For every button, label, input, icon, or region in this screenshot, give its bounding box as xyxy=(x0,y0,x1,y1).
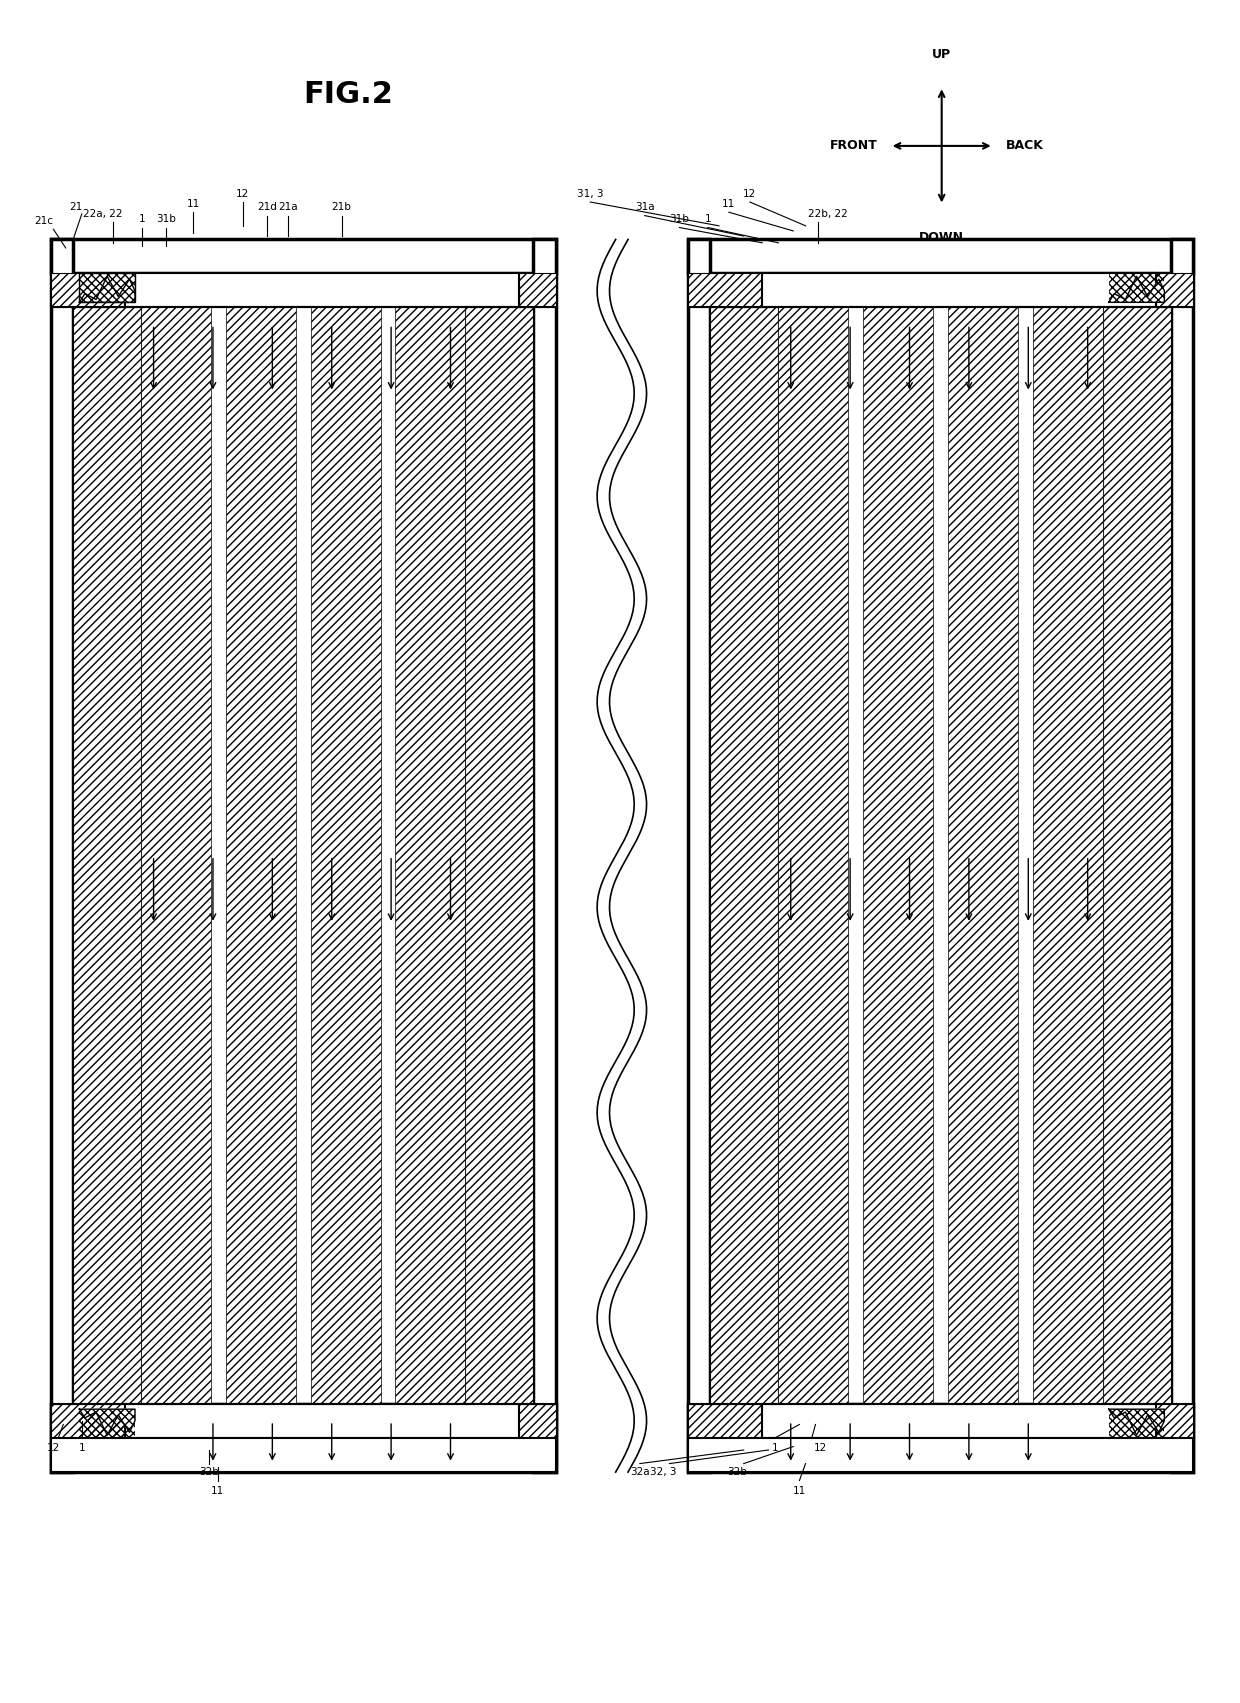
Text: 22a, 22: 22a, 22 xyxy=(83,209,123,220)
Text: 21d: 21d xyxy=(258,203,278,213)
Bar xyxy=(1033,308,1102,1403)
Polygon shape xyxy=(79,276,135,303)
Bar xyxy=(1109,1408,1164,1437)
Bar xyxy=(51,240,556,274)
Bar xyxy=(688,274,763,308)
Bar xyxy=(688,1437,1193,1471)
Bar xyxy=(688,1403,763,1437)
Bar xyxy=(688,1403,1193,1471)
Text: 1: 1 xyxy=(78,1442,86,1453)
Text: 12: 12 xyxy=(236,189,249,199)
Bar xyxy=(51,274,125,308)
Bar xyxy=(688,240,711,1471)
Bar xyxy=(1156,274,1193,308)
Bar xyxy=(51,1403,125,1437)
Bar xyxy=(73,308,141,1403)
Bar xyxy=(465,308,533,1403)
Text: BACK: BACK xyxy=(1006,140,1044,152)
Text: 21b: 21b xyxy=(331,203,352,213)
Text: 32, 3: 32, 3 xyxy=(650,1466,677,1477)
Bar xyxy=(947,308,1018,1403)
Bar xyxy=(763,1403,1156,1437)
Bar xyxy=(1156,1403,1193,1437)
Text: 11: 11 xyxy=(792,1485,806,1495)
Bar xyxy=(688,240,1193,274)
Text: 31b: 31b xyxy=(156,215,176,225)
Text: 11: 11 xyxy=(211,1485,224,1495)
Text: 12: 12 xyxy=(813,1442,827,1453)
Text: 21c: 21c xyxy=(33,216,53,226)
Text: 32b: 32b xyxy=(200,1466,219,1477)
Text: FIG.2: FIG.2 xyxy=(303,80,393,109)
Text: 1: 1 xyxy=(139,215,146,225)
Text: FRONT: FRONT xyxy=(830,140,878,152)
Bar xyxy=(396,308,465,1403)
Bar xyxy=(51,1403,556,1471)
Bar xyxy=(518,1403,556,1437)
Bar xyxy=(863,308,932,1403)
Text: 31b: 31b xyxy=(670,215,689,225)
Text: DOWN: DOWN xyxy=(919,232,965,244)
Text: 1: 1 xyxy=(771,1442,777,1453)
Bar xyxy=(226,308,296,1403)
Bar xyxy=(79,274,135,303)
Text: 32a: 32a xyxy=(630,1466,650,1477)
Bar xyxy=(763,274,1156,308)
Bar xyxy=(125,274,518,308)
Bar xyxy=(1102,308,1171,1403)
Bar xyxy=(141,308,211,1403)
Text: 31, 3: 31, 3 xyxy=(577,189,604,199)
Text: 12: 12 xyxy=(743,189,756,199)
Text: 12: 12 xyxy=(47,1442,60,1453)
Text: 11: 11 xyxy=(722,199,735,209)
Bar xyxy=(518,274,556,308)
Text: UP: UP xyxy=(932,48,951,61)
Bar xyxy=(533,240,556,1471)
Bar xyxy=(779,308,848,1403)
Text: 21a: 21a xyxy=(279,203,299,213)
Text: 31a: 31a xyxy=(635,203,655,213)
Polygon shape xyxy=(79,1408,135,1436)
Bar xyxy=(311,308,381,1403)
Bar xyxy=(1109,274,1164,303)
Bar xyxy=(1171,240,1193,1471)
Bar xyxy=(51,1437,556,1471)
Text: 1: 1 xyxy=(704,215,712,225)
Bar xyxy=(79,1408,135,1437)
Text: 11: 11 xyxy=(186,199,200,209)
Bar xyxy=(51,240,73,1471)
Text: 22b, 22: 22b, 22 xyxy=(808,209,848,220)
Polygon shape xyxy=(1109,1408,1164,1436)
Polygon shape xyxy=(1109,276,1164,303)
Text: 32b: 32b xyxy=(728,1466,748,1477)
Bar xyxy=(711,308,779,1403)
Bar xyxy=(125,1403,518,1437)
Text: 21: 21 xyxy=(69,203,83,213)
